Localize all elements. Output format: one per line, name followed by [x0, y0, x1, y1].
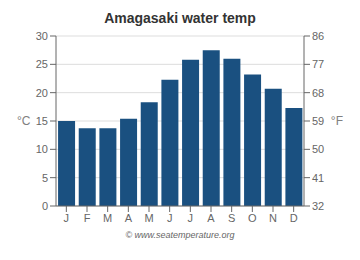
svg-text:32: 32 [312, 200, 324, 212]
svg-text:A: A [207, 212, 215, 224]
svg-text:D: D [290, 212, 298, 224]
svg-text:50: 50 [312, 143, 324, 155]
html-text:Amagasaki water temp: Amagasaki water temp [104, 10, 256, 26]
svg-text:86: 86 [312, 30, 324, 42]
svg-text:M: M [103, 212, 112, 224]
svg-text:10: 10 [36, 143, 48, 155]
svg-text:68: 68 [312, 87, 324, 99]
svg-text:77: 77 [312, 58, 324, 70]
svg-text:5: 5 [42, 172, 48, 184]
html-text:© www.seatemperature.org: © www.seatemperature.org [125, 230, 235, 240]
svg-text:O: O [248, 212, 257, 224]
svg-text:°C: °C [17, 114, 31, 128]
svg-text:M: M [144, 212, 153, 224]
svg-text:59: 59 [312, 115, 324, 127]
svg-text:0: 0 [42, 200, 48, 212]
svg-text:N: N [269, 212, 277, 224]
svg-text:J: J [167, 212, 173, 224]
svg-text:A: A [125, 212, 133, 224]
svg-text:15: 15 [36, 115, 48, 127]
svg-text:41: 41 [312, 172, 324, 184]
svg-text:F: F [84, 212, 91, 224]
svg-text:S: S [228, 212, 235, 224]
svg-text:J: J [64, 212, 69, 224]
svg-text:°F: °F [331, 114, 343, 128]
svg-text:20: 20 [36, 87, 48, 99]
svg-text:30: 30 [36, 30, 48, 42]
svg-text:J: J [188, 212, 194, 224]
svg-text:25: 25 [36, 58, 48, 70]
